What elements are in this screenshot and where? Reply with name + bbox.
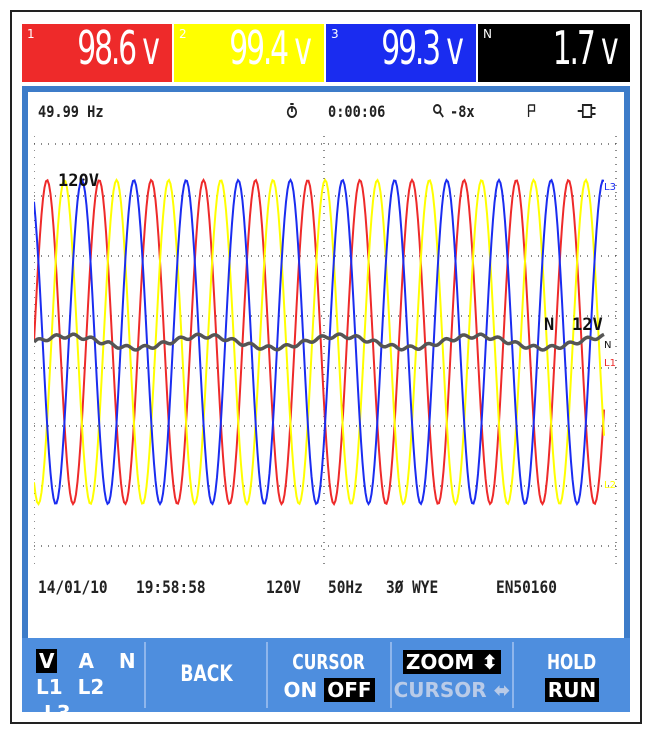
timer-icon — [286, 102, 298, 124]
cursor-on-label: ON — [283, 678, 318, 702]
readout-l1: 1 98.6 v — [22, 24, 172, 82]
readout-l3: 3 99.3 v — [326, 24, 476, 82]
nominal-frequency: 50Hz — [328, 578, 363, 598]
readout-value: 98.6 v — [77, 24, 161, 75]
info-bar: 14/01/10 19:58:58 120V 50Hz 3Ø WYE EN501… — [38, 578, 618, 604]
zoom-value: -8x — [450, 102, 475, 121]
channel-n: N — [118, 649, 136, 673]
timer-value: 0:00:06 — [328, 102, 386, 121]
cursor-off-label: OFF — [324, 678, 375, 702]
trace-marker-label: L3 — [604, 182, 616, 193]
nominal-voltage: 120V — [266, 578, 301, 598]
time-value: 19:58:58 — [136, 578, 206, 598]
channel-select-key[interactable]: V A N L1 L2 L3 — [22, 642, 146, 725]
cursor-move-label: CURSOR ⬌ — [393, 678, 511, 702]
softkey-bar: V A N L1 L2 L3 BACK CURSOR ON OFF — [22, 638, 630, 725]
readout-index: N — [483, 27, 492, 41]
run-label: RUN — [544, 678, 600, 702]
readout-index: 2 — [179, 27, 187, 41]
waveform-l3 — [34, 177, 605, 507]
zoom-label: ZOOM ⬍ — [402, 650, 502, 674]
date-value: 14/01/10 — [38, 578, 108, 598]
cursor-label: CURSOR — [292, 650, 366, 674]
readout-value: 1.7 v — [552, 24, 618, 75]
back-button[interactable]: BACK — [146, 642, 268, 708]
status-bar: 49.99 Hz 0:00:06 -8x — [38, 102, 618, 128]
waveform-l2 — [34, 177, 605, 507]
readout-value: 99.4 v — [229, 24, 313, 75]
waveform-traces: L3 N L1 L2 — [34, 177, 616, 507]
mains-plug-icon — [576, 102, 596, 124]
hold-label: HOLD — [547, 650, 597, 674]
channel-v: V — [36, 649, 58, 673]
channel-l1: L1 — [36, 675, 63, 699]
waveform-plot: L3 N L1 L2 120V N 12V — [34, 136, 618, 566]
readout-value: 99.3 v — [381, 24, 465, 75]
phase-scale-label: 120V — [58, 171, 99, 191]
hold-run-button[interactable]: HOLD RUN — [514, 642, 630, 708]
cursor-toggle-button[interactable]: CURSOR ON OFF — [268, 642, 392, 708]
neutral-scale-label: 12V — [572, 315, 603, 335]
zoom-button[interactable]: ZOOM ⬍ CURSOR ⬌ — [392, 642, 514, 708]
back-label: BACK — [179, 662, 233, 687]
waveform-l1 — [34, 177, 605, 507]
waveform-neutral — [34, 332, 605, 352]
meter-screen: 1 98.6 v 2 99.4 v 3 99.3 v N 1.7 v 49.99… — [22, 24, 630, 725]
channel-l2: L2 — [77, 675, 105, 699]
neutral-label: N — [544, 315, 554, 335]
wiring-config: 3Ø WYE — [386, 578, 439, 598]
readout-index: 3 — [331, 27, 339, 41]
trace-marker-label: N — [604, 340, 611, 351]
standard-label: EN50160 — [496, 578, 557, 598]
zoom-icon — [433, 102, 445, 124]
recording-icon — [526, 102, 538, 124]
scope-panel: 49.99 Hz 0:00:06 -8x L3 N L1 L2 120V N 12V — [22, 86, 630, 638]
readout-neutral: N 1.7 v — [478, 24, 630, 82]
trace-marker-label: L2 — [604, 480, 616, 491]
channel-l3: L3 — [44, 701, 71, 725]
channel-a: A — [78, 649, 94, 673]
readout-index: 1 — [27, 27, 35, 41]
readout-l2: 2 99.4 v — [174, 24, 324, 82]
trace-marker-label: L1 — [604, 358, 616, 369]
frequency-value: 49.99 Hz — [38, 102, 104, 121]
